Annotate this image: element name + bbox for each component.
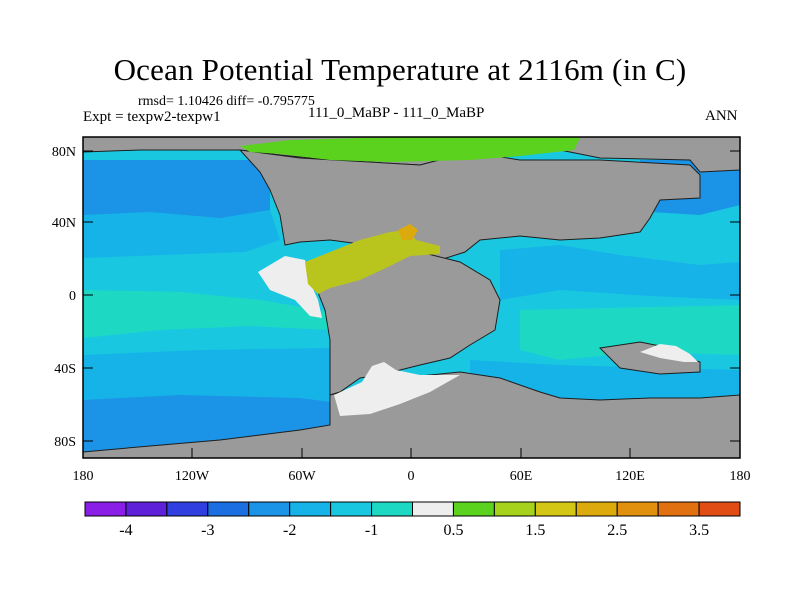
- y-tick-label: 40S: [54, 362, 76, 377]
- map-panel: 180 120W 60W 0 60E 120E 180 80N 40N 0 40…: [52, 136, 751, 484]
- y-tick-label: 0: [69, 289, 76, 304]
- colorbar-swatch: [412, 501, 454, 517]
- colorbar-label: -1: [365, 522, 378, 539]
- colorbar-swatch: [84, 501, 127, 517]
- colorbar-swatch: [657, 501, 700, 517]
- colorbar-swatch: [207, 501, 250, 517]
- colorbar: -4 -3 -2 -1 0.5 1.5 2.5 3.5: [84, 501, 741, 539]
- x-tick-label: 60E: [510, 469, 533, 484]
- hot-anomaly-spot: [398, 224, 418, 240]
- y-tick-label: 40N: [52, 216, 76, 231]
- ocean-cool-north-west: [83, 210, 280, 258]
- colorbar-swatch: [534, 501, 577, 517]
- land-northern-continent: [238, 149, 701, 261]
- y-tick-label: 80S: [54, 435, 76, 450]
- season-label: ANN: [705, 108, 738, 124]
- neutral-zone-east: [640, 344, 698, 362]
- colorbar-label: -2: [283, 522, 296, 539]
- stats-line: rmsd= 1.10426 diff= -0.795775: [138, 94, 315, 109]
- experiment-line: Expt = texpw2-texpw1: [83, 109, 221, 125]
- colorbar-swatch: [575, 501, 618, 517]
- ocean-east-cool: [500, 245, 740, 300]
- ocean-east-mild: [520, 305, 740, 360]
- colorbar-label: -4: [119, 522, 132, 539]
- map-title: Ocean Potential Temperature at 2116m (in…: [113, 52, 687, 87]
- colorbar-swatch: [166, 501, 209, 517]
- colorbar-swatch: [698, 501, 741, 517]
- neutral-zone-south: [334, 362, 460, 416]
- x-tick-label: 180: [730, 469, 751, 484]
- ocean-mild-tropics: [83, 290, 330, 338]
- land-east-peninsula: [598, 341, 701, 375]
- y-tick-label: 80N: [52, 145, 76, 160]
- x-tick-label: 180: [73, 469, 94, 484]
- colorbar-swatch: [452, 501, 495, 517]
- colorbar-label: 3.5: [689, 522, 709, 539]
- colorbar-swatch: [616, 501, 659, 517]
- x-tick-label: 0: [408, 469, 415, 484]
- colorbar-swatch: [125, 501, 168, 517]
- colorbar-swatch: [330, 501, 373, 517]
- ocean-cold-north-west: [83, 160, 270, 226]
- colorbar-swatch: [289, 501, 332, 517]
- x-tick-label: 120E: [615, 469, 645, 484]
- warm-anomaly-midlat: [305, 230, 440, 294]
- warm-anomaly-arctic: [240, 137, 580, 162]
- colorbar-label: 0.5: [443, 522, 463, 539]
- colorbar-swatch: [248, 501, 291, 517]
- colorbar-label: -3: [201, 522, 214, 539]
- colorbar-label: 1.5: [525, 522, 545, 539]
- case-line: 111_0_MaBP - 111_0_MaBP: [308, 105, 485, 121]
- colorbar-swatch: [493, 501, 536, 517]
- colorbar-swatch: [371, 501, 413, 517]
- land-southern-continent: [83, 371, 740, 458]
- x-tick-label: 120W: [175, 469, 210, 484]
- x-tick-label: 60W: [288, 469, 316, 484]
- colorbar-label: 2.5: [607, 522, 627, 539]
- neutral-zone-equatorial: [258, 256, 322, 318]
